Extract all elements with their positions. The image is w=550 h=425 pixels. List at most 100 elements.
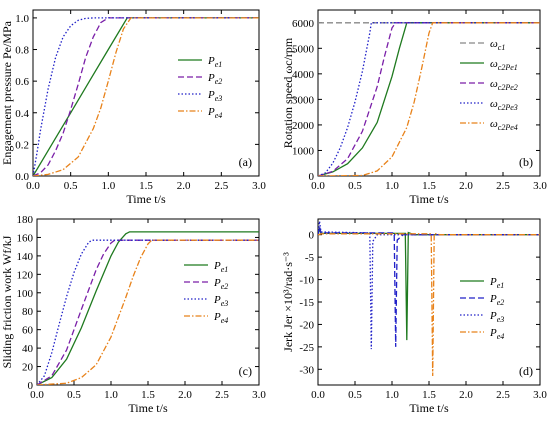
series-line-ωc2pe4 [318,22,540,176]
panel-label: (a) [239,155,252,169]
plot-frame [317,218,541,386]
y-tick-label: 1.0 [15,13,29,25]
legend-label: Pe4 [213,311,228,325]
x-tick-label: 1.0 [104,389,118,401]
x-tick-label: 1.5 [141,389,155,401]
x-tick-label: 2.5 [214,180,228,192]
y-axis-label: Rotation speed ωc/rpm [281,37,295,148]
y-tick-label: 20 [22,362,34,374]
legend-label: ωc2Pe1 [490,58,518,72]
x-tick-label: 2.5 [215,389,229,401]
series-line-pe2 [37,239,259,385]
x-tick-label: 0.5 [348,389,362,401]
y-tick-label: 0 [309,230,315,242]
x-tick-label: 2.0 [177,180,191,192]
chart-panel-4: 0.0 0.5 1.0 1.5 2.0 2.5 3.0 0 -5 -10 -15 -20 -25 -30 T… [281,218,547,415]
y-tick-label: 6000 [292,18,315,30]
y-tick-label: -5 [305,252,315,264]
x-tick-label: 0.0 [30,389,44,401]
x-tick-label: 0.5 [64,180,78,192]
series-line-pe2 [318,226,540,347]
x-tick-label: 2.0 [459,180,473,192]
series-line-pe4 [33,17,259,176]
y-tick-label: 0 [309,171,315,183]
x-tick-label: 2.5 [496,180,510,192]
y-tick-label: 0.2 [15,139,29,151]
x-axis-label: Time t/s [126,192,166,206]
legend-label: Pe1 [207,55,222,69]
plot-frame [32,9,260,177]
legend-label: ωc2Pe4 [490,118,518,132]
legend-label: Pe4 [489,327,504,341]
x-tick-label: 3.0 [252,389,266,401]
y-tick-label: 0.8 [15,45,29,57]
y-axis-label: Jerk Jer ×10³/rad·s⁻³ [281,252,295,352]
series-line-pe1 [318,227,540,341]
series-line-ωc2pe3 [318,22,540,176]
series-line-pe3 [33,17,259,176]
legend-label: Pe2 [489,293,504,307]
chart-panel-2: 0.0 0.5 1.0 1.5 2.0 2.5 3.0 0 1000 2000 3000 4000 50… [281,9,547,206]
x-tick-label: 3.0 [252,180,266,192]
panel-label: (c) [239,364,252,378]
y-tick-label: -30 [299,364,314,376]
y-tick-label: 0.4 [15,108,29,120]
y-axis-label: Sliding friction work Wf/kJ [0,235,14,368]
y-tick-label: 1000 [292,145,315,157]
y-tick-label: 0.6 [15,76,29,88]
y-tick-label: -25 [299,342,314,354]
y-tick-label: 0 [28,380,34,392]
legend-label: Pe3 [489,310,504,324]
x-tick-label: 1.5 [422,389,436,401]
legend-label: ωc1 [490,38,505,52]
legend-label: Pe2 [213,277,228,291]
series-line-ωc2pe1 [318,22,540,176]
y-axis-label: Engagement pressure Pe/MPa [0,20,14,165]
x-tick-label: 0.0 [26,180,40,192]
x-axis-label: Time t/s [128,401,168,415]
legend-label: Pe3 [207,89,222,103]
legend-label: Pe3 [213,294,228,308]
y-tick-label: -15 [299,297,314,309]
y-tick-label: 120 [17,269,34,281]
x-tick-label: 2.0 [178,389,192,401]
series-line-pe1 [33,17,259,176]
x-tick-label: 2.0 [459,389,473,401]
series-line-pe4 [37,239,259,385]
y-tick-label: 5000 [292,43,315,55]
x-tick-label: 0.0 [311,180,325,192]
y-tick-label: 3000 [292,94,315,106]
legend-label: Pe4 [207,106,222,120]
legend-label: Pe1 [489,276,504,290]
x-axis-label: Time t/s [409,401,449,415]
series-line-pe3 [37,239,259,385]
y-tick-label: 160 [17,232,34,244]
x-tick-label: 0.5 [67,389,81,401]
x-tick-label: 1.0 [385,180,399,192]
y-tick-label: 4000 [292,69,315,81]
y-tick-label: 180 [17,214,34,226]
y-tick-label: 0.0 [15,171,29,183]
x-axis-label: Time t/s [409,192,449,206]
y-tick-label: 40 [22,343,34,355]
y-tick-label: -20 [299,319,314,331]
chart-panel-3: 0.0 0.5 1.0 1.5 2.0 2.5 3.0 0 20 40 60 80 100 120 140 1… [0,214,266,415]
legend-label: ωc2Pe2 [490,78,518,92]
y-tick-label: 100 [17,288,34,300]
series-line-pe4 [318,232,540,377]
x-tick-label: 3.0 [533,180,547,192]
x-tick-label: 1.5 [422,180,436,192]
legend-label: Pe1 [213,260,228,274]
series-line-pe3 [318,221,540,350]
x-tick-label: 1.5 [139,180,153,192]
y-tick-label: -10 [299,275,314,287]
x-tick-label: 3.0 [533,389,547,401]
x-tick-label: 2.5 [496,389,510,401]
y-tick-label: 60 [22,325,34,337]
x-tick-label: 0.0 [311,389,325,401]
x-tick-label: 0.5 [348,180,362,192]
legend-label: ωc2Pe3 [490,98,518,112]
y-tick-label: 2000 [292,120,315,132]
y-tick-label: 80 [22,306,34,318]
